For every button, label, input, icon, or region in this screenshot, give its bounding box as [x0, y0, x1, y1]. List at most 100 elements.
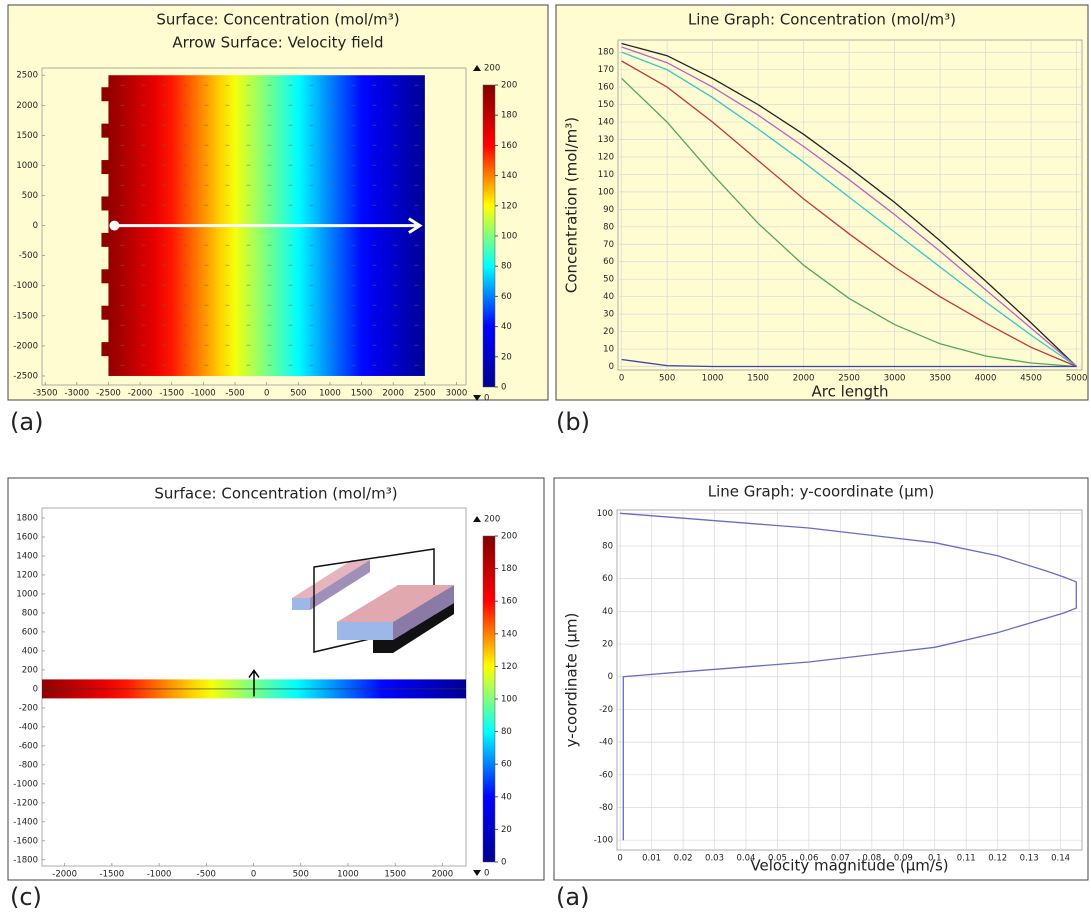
y-tick-label: 100: [597, 509, 613, 519]
slab-base: [373, 603, 454, 653]
x-tick-label: 1500: [351, 389, 373, 399]
flow-arrowhead: [248, 669, 260, 678]
y-tick-label: 150: [598, 100, 614, 110]
colorbar-tick-label: 140: [501, 629, 517, 639]
y-tick-label: 20: [603, 327, 614, 337]
y-tick-label: -800: [19, 760, 38, 770]
x-tick-label: 3000: [446, 389, 468, 399]
wall-notch: [101, 269, 110, 284]
colorbar-tick-label: 0: [501, 858, 506, 868]
wall-notch: [101, 87, 110, 102]
y-tick-label: 500: [22, 191, 38, 201]
x-tick-label: 0.08: [862, 854, 881, 864]
x-tick-label: -3000: [64, 389, 89, 399]
y-tick-label: 80: [602, 541, 613, 551]
colorbar-tick-label: 200: [501, 532, 517, 542]
panel-label: (c): [10, 883, 42, 911]
x-axis-label: Velocity magnitude (µm/s): [750, 857, 948, 875]
x-tick-label: 500: [290, 389, 306, 399]
panel: Line Graph: Concentration (mol/m³) (b) Arc…: [555, 4, 1089, 436]
colorbar-tick-label: 180: [501, 564, 517, 574]
min-marker: [473, 870, 481, 876]
y-tick-label: -80: [599, 803, 613, 813]
y-tick-label: -20: [599, 705, 613, 715]
y-tick-label: 200: [22, 665, 38, 675]
colorbar: [482, 535, 496, 863]
x-tick-label: 4000: [975, 374, 997, 384]
y-tick-label: 1800: [16, 513, 38, 523]
y-tick-label: 110: [598, 170, 614, 180]
y-tick-label: 0: [33, 684, 38, 694]
y-tick-label: -40: [599, 738, 613, 748]
y-tick-label: 60: [602, 574, 613, 584]
y-tick-label: -1800: [13, 855, 38, 865]
y-tick-label: 100: [598, 187, 614, 197]
x-tick-label: 0: [617, 854, 622, 864]
colorbar-tick-label: 60: [501, 292, 512, 302]
x-tick-label: 0.12: [988, 854, 1007, 864]
chart-title: Line Graph: y-coordinate (µm): [708, 483, 935, 501]
y-tick-label: 140: [598, 118, 614, 128]
inset-3d-sketch: [292, 548, 454, 653]
y-axis-label: y-coordinate (µm): [563, 613, 581, 748]
series-line: [621, 46, 1077, 367]
slab-front: [310, 560, 370, 610]
x-tick-label: -1000: [147, 870, 172, 880]
wall-notch: [101, 342, 110, 357]
colorbar-max-label: 200: [484, 515, 500, 525]
y-tick-label: 170: [598, 65, 614, 75]
y-tick-label: 0: [608, 672, 613, 682]
series-line: [621, 60, 1077, 368]
chart-title: Line Graph: Concentration (mol/m³): [688, 11, 956, 29]
y-tick-label: -500: [19, 251, 38, 261]
panel: Surface: Concentration (mol/m³) Arrow Sur…: [7, 4, 549, 436]
y-tick-label: -1400: [13, 817, 38, 827]
x-tick-label: -500: [225, 389, 244, 399]
x-tick-label: -1000: [191, 389, 216, 399]
max-marker: [473, 65, 481, 71]
y-tick-label: 30: [603, 310, 614, 320]
cut-arrowhead: [408, 217, 423, 234]
y-tick-label: 2500: [16, 71, 38, 81]
y-tick-label: -1500: [13, 311, 38, 321]
x-tick-label: 0.1: [928, 854, 942, 864]
series-line: [621, 51, 1077, 368]
x-tick-label: 0.14: [1051, 854, 1070, 864]
x-tick-label: 4500: [1020, 374, 1042, 384]
x-tick-label: 3000: [884, 374, 906, 384]
chart-subtitle: Arrow Surface: Velocity field: [172, 34, 383, 52]
colorbar-tick-label: 180: [501, 111, 517, 121]
colorbar-tick-label: 60: [501, 760, 512, 770]
colorbar-tick-label: 20: [501, 352, 512, 362]
x-tick-label: 0: [619, 374, 624, 384]
wall-notch: [101, 160, 110, 175]
x-tick-label: 0.07: [831, 854, 850, 864]
x-tick-label: 0.03: [705, 854, 724, 864]
max-marker: [473, 516, 481, 522]
x-tick-label: 0.04: [737, 854, 756, 864]
x-tick-label: 1000: [702, 374, 724, 384]
x-tick-label: 0.09: [894, 854, 913, 864]
x-axis-label: Arc length: [812, 383, 889, 401]
slab-front: [393, 585, 454, 640]
y-tick-label: -1200: [13, 798, 38, 808]
y-tick-label: 180: [598, 48, 614, 58]
y-tick-label: 1200: [16, 570, 38, 580]
y-tick-label: -1000: [13, 779, 38, 789]
y-tick-label: -2500: [13, 371, 38, 381]
y-tick-label: -200: [19, 703, 38, 713]
slab-side: [337, 622, 393, 640]
colorbar-tick-label: 80: [501, 262, 512, 272]
min-marker: [473, 395, 481, 401]
x-tick-label: 2000: [793, 374, 815, 384]
y-tick-label: -2000: [13, 341, 38, 351]
x-tick-label: -2000: [128, 389, 153, 399]
y-tick-label: 0: [609, 362, 614, 372]
wall-notch: [101, 305, 110, 320]
panel-label: (a): [10, 408, 43, 436]
x-tick-label: -500: [197, 870, 216, 880]
wall-notch: [101, 232, 110, 247]
x-tick-label: 2000: [432, 870, 454, 880]
y-tick-label: 60: [603, 257, 614, 267]
